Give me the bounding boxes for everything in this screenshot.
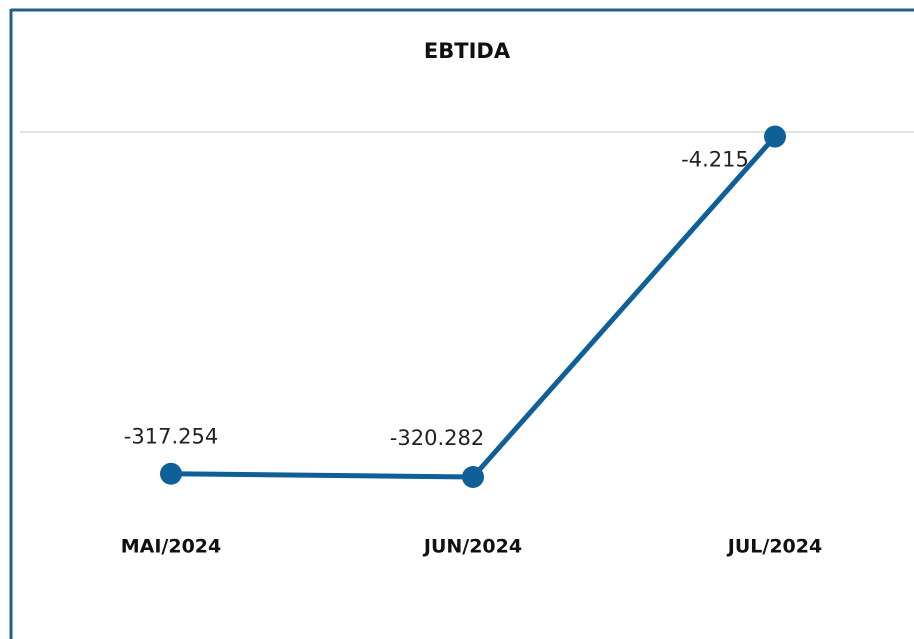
data-label: -320.282 [390,426,484,450]
data-label: -4.215 [681,148,749,172]
point [462,465,484,488]
chart-title: EBTIDA [424,39,511,63]
x-tick-label: MAI/2024 [121,536,222,558]
x-tick-label: JUN/2024 [422,536,522,558]
point [160,462,182,485]
point [764,125,786,148]
data-label: -317.254 [124,425,218,449]
x-tick-label: JUL/2024 [726,536,822,558]
